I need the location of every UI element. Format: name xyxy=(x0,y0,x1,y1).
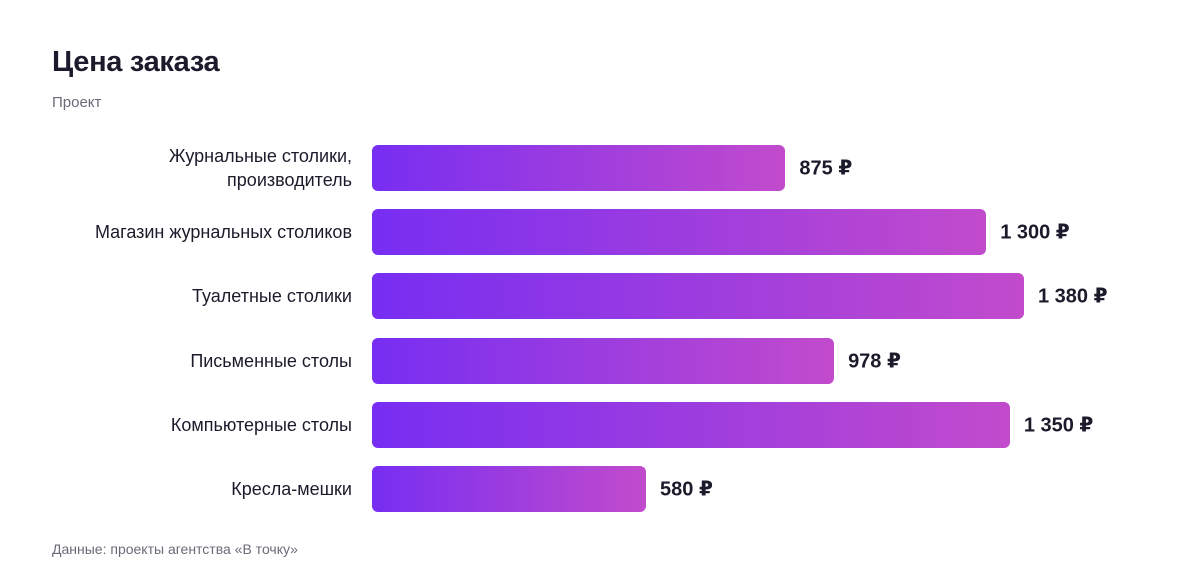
value-label: 978 ₽ xyxy=(848,350,901,373)
value-label: 1 350 ₽ xyxy=(1023,414,1094,437)
category-label: Компьютерные столы xyxy=(170,414,352,435)
category-label: Магазин журнальных столиков xyxy=(94,222,352,243)
chart-title: Цена заказа xyxy=(52,46,220,78)
value-label: 1 380 ₽ xyxy=(1038,285,1108,308)
category-label: Туалетные столики xyxy=(192,286,352,307)
source-note: Данные: проекты агентства «В точку» xyxy=(52,541,298,557)
bar xyxy=(372,401,1010,448)
chart-subtitle: Проект xyxy=(52,94,102,111)
value-label: 875 ₽ xyxy=(799,157,853,180)
bar xyxy=(372,466,647,512)
value-label: 1 300 ₽ xyxy=(1000,221,1070,244)
category-label: Журнальные столики, производитель xyxy=(168,146,352,190)
bar xyxy=(372,273,1024,320)
category-label: Кресла-мешки xyxy=(231,479,352,499)
bar xyxy=(372,337,835,384)
bar xyxy=(372,145,786,191)
category-label: Письменные столы xyxy=(190,350,352,371)
value-label: 580 ₽ xyxy=(660,478,713,501)
bar xyxy=(372,209,987,256)
